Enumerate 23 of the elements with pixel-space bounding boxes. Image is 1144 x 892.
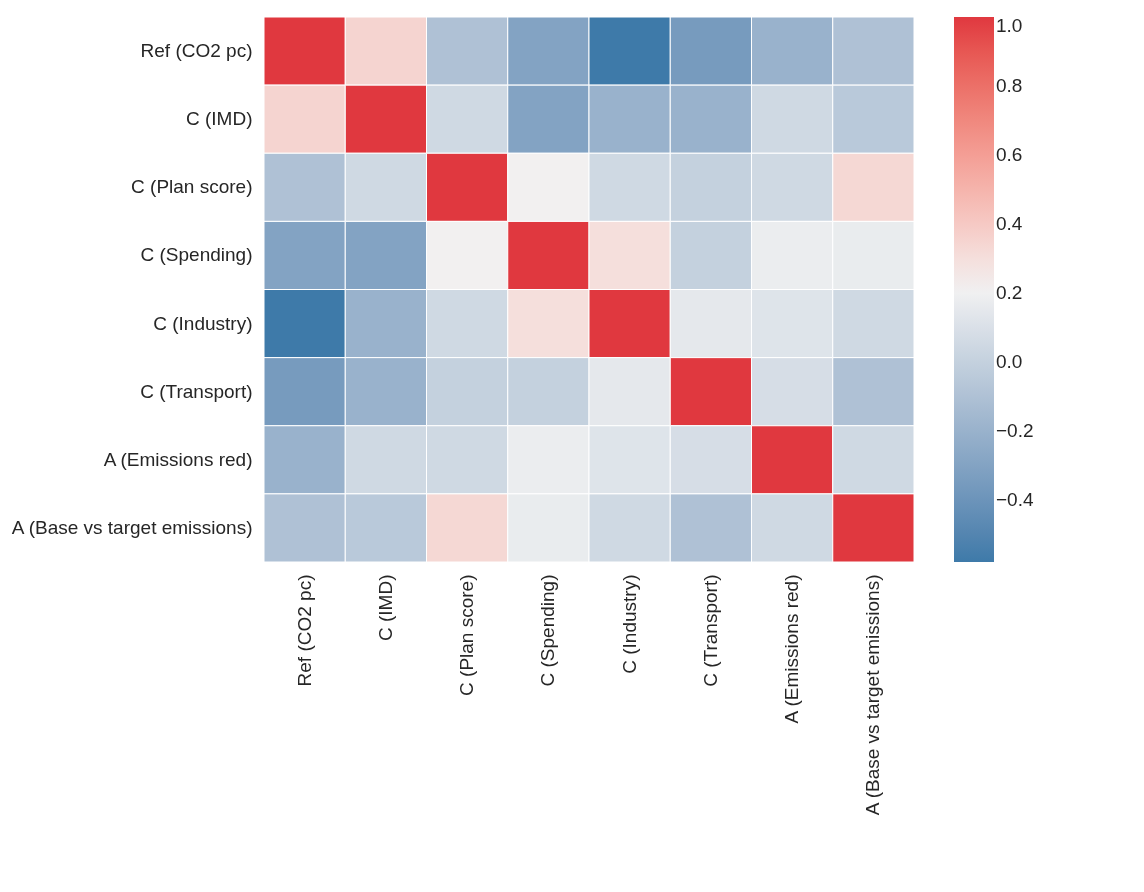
color-bar-label: 0.0 — [996, 350, 1023, 372]
color-bar-label: 0.4 — [996, 212, 1023, 234]
x-tick-label: C (IMD) — [374, 574, 396, 641]
color-bar-label: −0.4 — [996, 488, 1034, 510]
y-tick-label: C (IMD) — [186, 108, 253, 130]
color-bar-label: −0.2 — [996, 419, 1034, 441]
x-tick-label: A (Base vs target emissions) — [862, 574, 884, 816]
y-tick-label: C (Plan score) — [131, 176, 253, 198]
color-bar-label: 0.2 — [996, 281, 1023, 303]
x-tick-label: A (Emissions red) — [781, 574, 803, 724]
y-tick-label: C (Industry) — [153, 312, 253, 334]
color-bar-label: 1.0 — [996, 15, 1023, 36]
y-tick-label: C (Spending) — [140, 244, 253, 266]
x-tick-label: C (Industry) — [618, 574, 640, 674]
color-bar-label: 0.8 — [996, 74, 1023, 96]
y-tick-label: A (Base vs target emissions) — [11, 516, 253, 538]
x-tick-label: C (Plan score) — [456, 574, 478, 696]
x-tick-label: C (Transport) — [699, 574, 721, 687]
x-tick-label: C (Spending) — [537, 574, 559, 687]
y-tick-label: C (Transport) — [140, 380, 253, 402]
color-bar-label: 0.6 — [996, 143, 1023, 165]
y-tick-label: A (Emissions red) — [103, 448, 253, 470]
y-tick-label: Ref (CO2 pc) — [140, 40, 253, 62]
